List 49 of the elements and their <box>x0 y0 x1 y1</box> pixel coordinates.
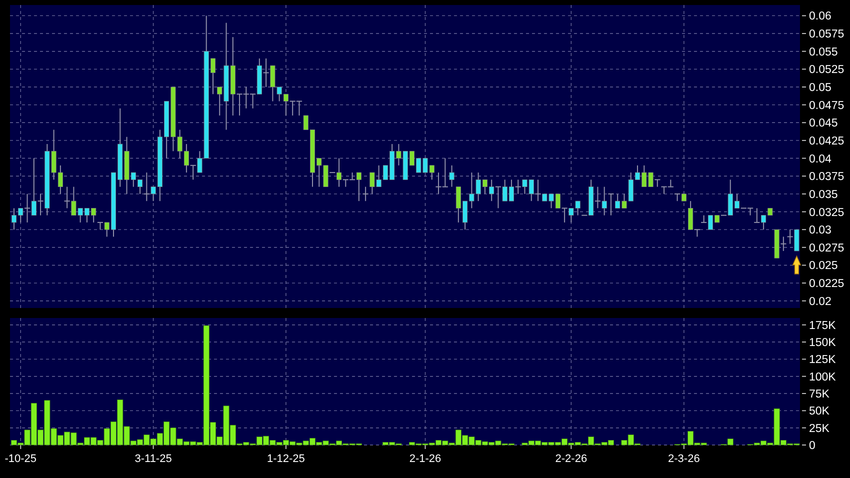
candlestick <box>608 193 614 216</box>
candlestick <box>674 193 681 202</box>
candlestick <box>700 214 708 223</box>
y-tick-label: 0.0525 <box>809 64 844 76</box>
candlestick <box>449 164 454 188</box>
y-tick-label: 75K <box>809 388 830 401</box>
candlestick <box>37 193 44 216</box>
y-tick-label: 0.035 <box>809 188 838 201</box>
y-tick-label: 125K <box>809 354 836 366</box>
candlestick <box>780 236 787 252</box>
candlestick <box>362 186 369 202</box>
x-tick-label: 2-3-26 <box>668 453 700 465</box>
x-tick-label: 2-2-26 <box>555 453 588 465</box>
y-tick-label: 0.05 <box>809 82 832 94</box>
y-tick-label: 0.0275 <box>809 242 844 254</box>
candlestick <box>794 229 800 252</box>
y-tick-label: 0.03 <box>809 224 832 237</box>
y-tick-label: 0.0375 <box>809 171 844 184</box>
y-tick-label: 150K <box>809 337 836 350</box>
candlestick <box>534 179 542 202</box>
y-tick-label: 0.045 <box>809 118 838 130</box>
y-tick-label: 100K <box>809 371 836 384</box>
x-tick-label: 1-12-25 <box>266 453 305 465</box>
y-tick-label: 0.02 <box>809 296 832 308</box>
x-tick-label: 3-11-25 <box>134 453 172 465</box>
y-tick-label: 0.06 <box>809 10 832 23</box>
candlestick <box>561 208 568 223</box>
candlestick <box>190 164 196 180</box>
x-tick-label: -10-25 <box>4 453 37 465</box>
candlestick <box>64 186 70 209</box>
y-tick-label: 0.0425 <box>809 135 844 148</box>
y-tick-label: 0.0475 <box>809 100 844 112</box>
y-tick-label: 0 <box>809 440 816 452</box>
candlestick <box>514 179 522 194</box>
candlestick <box>143 172 150 202</box>
y-tick-label: 0.0225 <box>809 278 844 290</box>
y-tick-label: 25K <box>809 422 830 435</box>
candlestick <box>654 179 661 188</box>
y-tick-label: 0.04 <box>809 153 832 166</box>
candlestick <box>754 208 760 223</box>
candlestick <box>262 58 270 88</box>
y-tick-label: 0.025 <box>809 260 838 272</box>
y-tick-label: 50K <box>809 406 830 418</box>
y-tick-label: 0.055 <box>809 46 838 58</box>
y-tick-label: 175K <box>809 320 836 332</box>
x-tick-label: 2-1-26 <box>409 453 442 465</box>
candlestick <box>786 229 794 244</box>
y-tick-label: 0.0325 <box>809 206 844 219</box>
y-tick-label: 0.0575 <box>809 28 844 41</box>
